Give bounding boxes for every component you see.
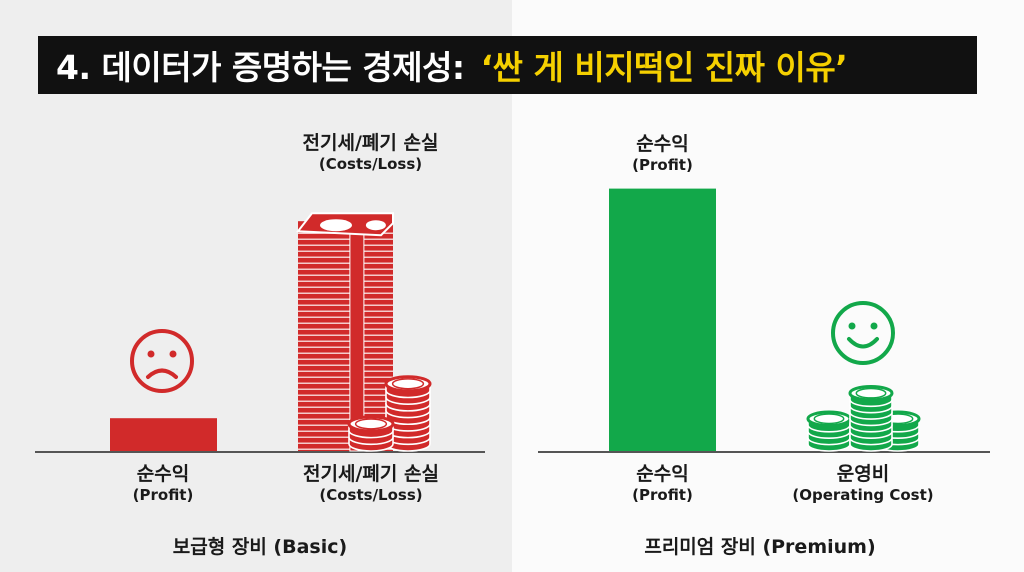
basic-costs-top-label: 전기세/폐기 손실 (Costs/Loss)	[302, 132, 439, 174]
coin-stack-icon	[848, 384, 894, 452]
premium-profit-axis-label: 순수익 (Profit)	[632, 463, 693, 505]
basic-chart-baseline	[35, 451, 485, 453]
sad-face-icon	[130, 329, 194, 393]
money-stack-icon	[296, 212, 394, 452]
basic-costs-axis-label: 전기세/폐기 손실 (Costs/Loss)	[303, 463, 439, 505]
premium-profit-bar	[609, 188, 716, 451]
smiley-face-icon	[831, 301, 895, 365]
page-title-highlight: ‘싼 게 비지떡인 진짜 이유’	[480, 48, 848, 87]
premium-equipment-panel	[512, 0, 1024, 572]
basic-equipment-panel	[0, 0, 512, 572]
coin-stack-icon	[806, 410, 852, 452]
premium-chart-baseline	[538, 451, 990, 453]
basic-group-label: 보급형 장비 (Basic)	[172, 536, 348, 558]
basic-profit-axis-label: 순수익 (Profit)	[132, 463, 194, 505]
premium-profit-top-label: 순수익 (Profit)	[632, 133, 693, 175]
title-bar: 4. 데이터가 증명하는 경제성: ‘싼 게 비지떡인 진짜 이유’	[38, 36, 977, 94]
premium-operating-cost-axis-label: 운영비 (Operating Cost)	[792, 463, 934, 505]
premium-group-label: 프리미엄 장비 (Premium)	[644, 536, 876, 558]
basic-profit-bar	[110, 418, 217, 451]
coin-stack-icon	[347, 415, 395, 452]
page-title: 4. 데이터가 증명하는 경제성:	[56, 48, 465, 87]
